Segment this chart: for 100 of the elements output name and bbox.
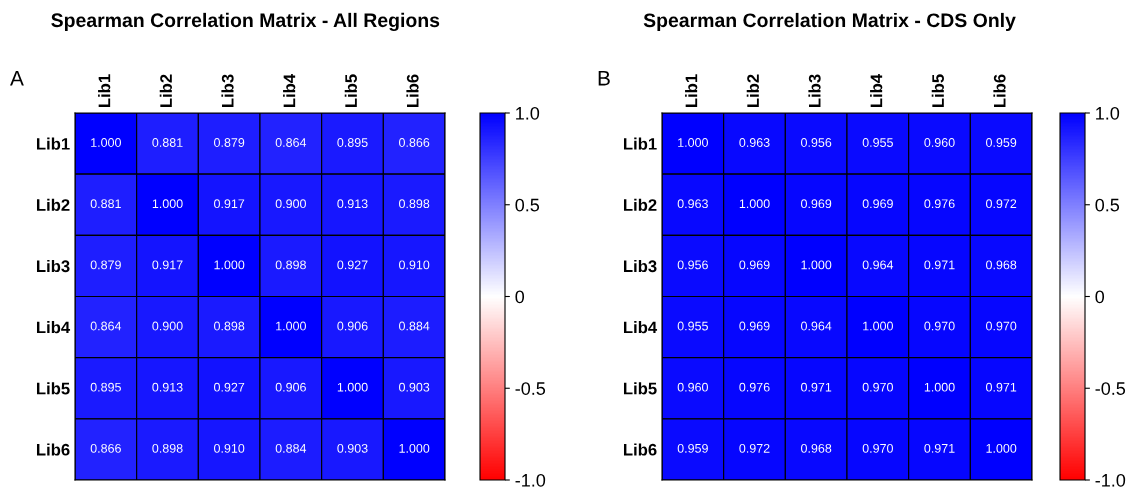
data-label: 0.955: [862, 138, 893, 147]
data-label: 0.971: [801, 382, 832, 392]
data-label: 1.000: [986, 443, 1017, 453]
data-label: 0.976: [739, 382, 770, 392]
x-tick-label: Lib4: [283, 73, 296, 108]
data-label: 0.864: [275, 138, 307, 147]
data-label: 0.969: [862, 199, 893, 209]
y-tick-label: Lib3: [624, 259, 657, 273]
data-label: 1.000: [214, 260, 245, 270]
data-label: 0.900: [152, 321, 183, 331]
color-bar-label: -1.0: [515, 473, 546, 487]
data-label: 0.969: [739, 321, 770, 331]
x-tick-label: Lib6: [406, 74, 419, 108]
y-tick-label: Lib4: [624, 321, 658, 334]
data-label: 1.000: [739, 199, 770, 209]
data-label: 1.000: [678, 138, 708, 147]
x-tick-label: Lib2: [746, 74, 759, 108]
data-label: 0.960: [924, 138, 955, 147]
data-label: 0.956: [801, 138, 832, 147]
data-label: 0.898: [275, 260, 306, 270]
x-tick-label: Lib6: [993, 74, 1006, 108]
data-label: 0.866: [399, 138, 430, 147]
data-label: 0.971: [986, 382, 1017, 392]
data-label: 0.968: [801, 443, 832, 453]
data-label: 0.864: [90, 321, 122, 331]
data-label: 1.000: [152, 199, 183, 209]
data-label: 0.898: [399, 199, 430, 209]
data-label: 1.000: [863, 321, 893, 331]
color-bar-label: -0.5: [515, 382, 546, 395]
y-tick-label: Lib5: [37, 382, 70, 395]
x-tick-label: Lib4: [870, 73, 883, 108]
data-label: 0.969: [739, 260, 770, 270]
data-label: 1.000: [399, 443, 430, 453]
data-label: 0.881: [152, 138, 183, 147]
color-bar-label: 0.5: [515, 198, 540, 212]
data-label: 0.972: [739, 443, 770, 453]
data-label: 0.903: [399, 382, 430, 392]
data-label: 0.898: [152, 443, 183, 453]
data-label: 0.970: [862, 443, 893, 453]
data-label: 0.972: [986, 199, 1017, 209]
data-label: 0.895: [90, 382, 121, 392]
data-label: 0.955: [677, 321, 708, 331]
data-label: 0.964: [801, 321, 832, 331]
y-tick-label: Lib4: [37, 321, 71, 334]
data-label: 0.903: [337, 443, 368, 453]
x-tick-label: Lib3: [808, 74, 821, 108]
data-label: 0.956: [677, 260, 708, 270]
data-label: 0.969: [801, 199, 832, 209]
data-label: 1.000: [337, 382, 368, 392]
data-label: 0.917: [214, 199, 245, 209]
chart-title: Spearman Correlation Matrix - CDS Only: [643, 12, 1016, 32]
color-bar-label: 1.0: [1096, 106, 1120, 120]
y-tick-label: Lib1: [37, 137, 70, 150]
data-label: 0.898: [214, 321, 245, 331]
x-tick-label: Lib3: [221, 74, 234, 108]
color-bar-label: 1.0: [516, 106, 540, 120]
data-label: 0.960: [677, 382, 708, 392]
data-label: 0.959: [986, 138, 1017, 147]
x-tick-label: Lib2: [159, 74, 172, 108]
data-label: 1.000: [91, 138, 121, 147]
data-label: 0.895: [337, 138, 368, 147]
x-tick-label: Lib5: [931, 74, 944, 108]
data-label: 0.879: [214, 138, 245, 147]
data-label: 0.913: [337, 199, 368, 209]
data-label: 0.910: [399, 260, 430, 270]
color-bar-label: -0.5: [1095, 382, 1126, 395]
color-bar-label: 0: [1095, 290, 1105, 304]
color-bar-label: 0: [515, 290, 525, 304]
y-tick-label: Lib2: [624, 198, 657, 211]
data-label: 0.959: [677, 443, 708, 453]
color-bar-label: -1.0: [1095, 473, 1126, 487]
data-label: 0.906: [337, 321, 368, 331]
y-tick-label: Lib3: [37, 259, 70, 273]
data-label: 0.906: [275, 382, 306, 392]
y-tick-label: Lib1: [624, 137, 657, 150]
data-label: 0.927: [214, 382, 245, 392]
data-label: 0.970: [862, 382, 893, 392]
data-label: 0.910: [214, 443, 245, 453]
data-label: 0.971: [924, 260, 955, 270]
text: A: [10, 71, 24, 86]
data-label: 0.970: [986, 321, 1017, 331]
data-label: 0.866: [90, 443, 121, 453]
data-label: 1.000: [276, 321, 306, 331]
y-tick-label: Lib5: [624, 382, 657, 395]
data-label: 0.881: [90, 199, 121, 209]
text: B: [598, 71, 610, 86]
data-label: 0.884: [275, 443, 307, 453]
y-tick-label: Lib2: [37, 198, 70, 211]
data-label: 0.971: [924, 443, 955, 453]
data-label: 0.964: [862, 260, 894, 270]
data-label: 1.000: [801, 260, 832, 270]
x-tick-label: Lib5: [344, 74, 357, 108]
y-tick-label: Lib6: [37, 443, 70, 456]
data-label: 0.884: [399, 321, 430, 331]
data-label: 1.000: [924, 382, 955, 392]
chart-title: Spearman Correlation Matrix - All Regions: [51, 12, 440, 32]
x-tick-label: Lib1: [98, 74, 111, 108]
data-label: 0.976: [924, 199, 955, 209]
data-label: 0.970: [924, 321, 955, 331]
data-label: 0.879: [90, 260, 121, 270]
